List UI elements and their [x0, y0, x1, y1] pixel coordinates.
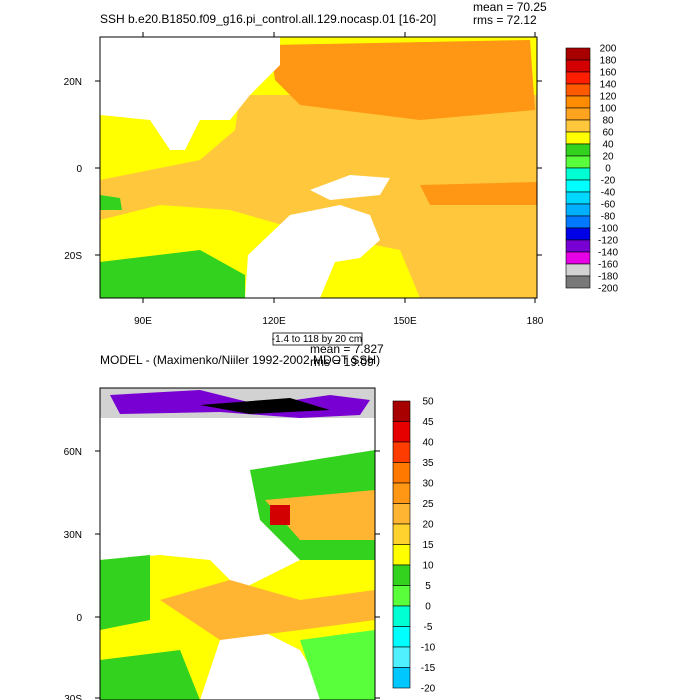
- colorbar-box: [565, 83, 591, 97]
- contour-info: -1.4 to 118 by 20 cm: [272, 334, 362, 345]
- colorbar-box: [565, 131, 591, 145]
- colorbar-box: [565, 179, 591, 193]
- colorbar-box: [565, 275, 591, 289]
- colorbar-label: 35: [422, 458, 434, 469]
- colorbar-label: 40: [422, 438, 434, 449]
- colorbar-label: 180: [600, 56, 617, 67]
- colorbar-box: [392, 564, 411, 586]
- colorbar-box: [392, 585, 411, 607]
- colorbar-label: 10: [422, 561, 434, 572]
- colorbar-label: 5: [425, 581, 431, 592]
- colorbar-box: [392, 482, 411, 504]
- colorbar-label: -20: [421, 684, 436, 695]
- colorbar-box: [565, 71, 591, 85]
- colorbar-box: [565, 95, 591, 109]
- colorbar-label: -200: [598, 284, 618, 295]
- colorbar-box: [392, 626, 411, 648]
- y-tick-label: 30S: [64, 694, 82, 700]
- map-2: [99, 387, 376, 700]
- rms-stat: rms = 19.09: [310, 355, 374, 369]
- colorbar-label: -80: [601, 212, 616, 223]
- y-tick-label: 0: [76, 164, 82, 175]
- colorbar-box: [565, 119, 591, 133]
- colorbar-label: -10: [421, 643, 436, 654]
- colorbar-box: [565, 227, 591, 241]
- colorbar-box: [565, 107, 591, 121]
- colorbar-label: -60: [601, 200, 616, 211]
- panel-title: SSH b.e20.B1850.f09_g16.pi_control.all.1…: [100, 12, 436, 26]
- colorbar-box: [392, 503, 411, 525]
- colorbar-box: [392, 646, 411, 668]
- colorbar-box: [565, 167, 591, 181]
- colorbar-box: [565, 251, 591, 265]
- y-tick-label: 30N: [64, 530, 82, 541]
- colorbar-label: -120: [598, 236, 618, 247]
- colorbar-label: 40: [602, 140, 614, 151]
- x-tick-label: 120E: [262, 316, 286, 327]
- colorbar-box: [565, 47, 591, 61]
- colorbar-label: 45: [422, 417, 434, 428]
- panel-title: MODEL - (Maximenko/Niiler 1992-2002 MDOT…: [100, 353, 380, 367]
- colorbar-label: 20: [422, 520, 434, 531]
- colorbar-label: 25: [422, 499, 434, 510]
- y-tick-label: 60N: [64, 447, 82, 458]
- rms-stat: rms = 72.12: [473, 13, 537, 27]
- colorbar-label: 100: [600, 104, 617, 115]
- colorbar-box: [565, 155, 591, 169]
- x-tick-label: 150E: [393, 316, 417, 327]
- colorbar-label: 80: [602, 116, 614, 127]
- colorbar-box: [392, 667, 411, 689]
- colorbar-box: [565, 191, 591, 205]
- colorbar-label: 50: [422, 397, 434, 408]
- colorbar-label: 20: [602, 152, 614, 163]
- x-tick-label: 90E: [134, 316, 152, 327]
- colorbar-label: -5: [424, 622, 433, 633]
- mean-stat: mean = 7.827: [310, 342, 384, 356]
- colorbar-box: [392, 441, 411, 463]
- colorbar-label: -20: [601, 176, 616, 187]
- y-tick-label: 20S: [64, 251, 82, 262]
- colorbar-label: 30: [422, 479, 434, 490]
- info-box: [272, 332, 363, 346]
- colorbar-box: [392, 605, 411, 627]
- colorbar-box: [392, 400, 411, 422]
- colorbar-box: [565, 143, 591, 157]
- colorbar-label: 120: [600, 92, 617, 103]
- colorbar-box: [392, 523, 411, 545]
- colorbar-box: [392, 421, 411, 443]
- colorbar-box: [565, 59, 591, 73]
- colorbar-label: -40: [601, 188, 616, 199]
- colorbar-box: [392, 462, 411, 484]
- colorbar-box: [565, 263, 591, 277]
- colorbar-box: [565, 239, 591, 253]
- colorbar-label: -140: [598, 248, 618, 259]
- map-1: [99, 36, 538, 299]
- colorbar-label: 140: [600, 80, 617, 91]
- colorbar-label: -100: [598, 224, 618, 235]
- colorbar-label: 0: [425, 602, 431, 613]
- colorbar-label: -15: [421, 663, 436, 674]
- colorbar-label: 200: [600, 44, 617, 55]
- colorbar-label: -160: [598, 260, 618, 271]
- mean-stat: mean = 70.25: [473, 0, 547, 14]
- x-tick-label: 180: [527, 316, 544, 327]
- colorbar-label: 15: [422, 540, 434, 551]
- colorbar-box: [565, 215, 591, 229]
- colorbar-label: 60: [602, 128, 614, 139]
- colorbar-box: [565, 203, 591, 217]
- y-tick-label: 0: [76, 613, 82, 624]
- colorbar-label: -180: [598, 272, 618, 283]
- colorbar-label: 0: [605, 164, 611, 175]
- y-tick-label: 20N: [64, 77, 82, 88]
- colorbar-label: 160: [600, 68, 617, 79]
- colorbar-box: [392, 544, 411, 566]
